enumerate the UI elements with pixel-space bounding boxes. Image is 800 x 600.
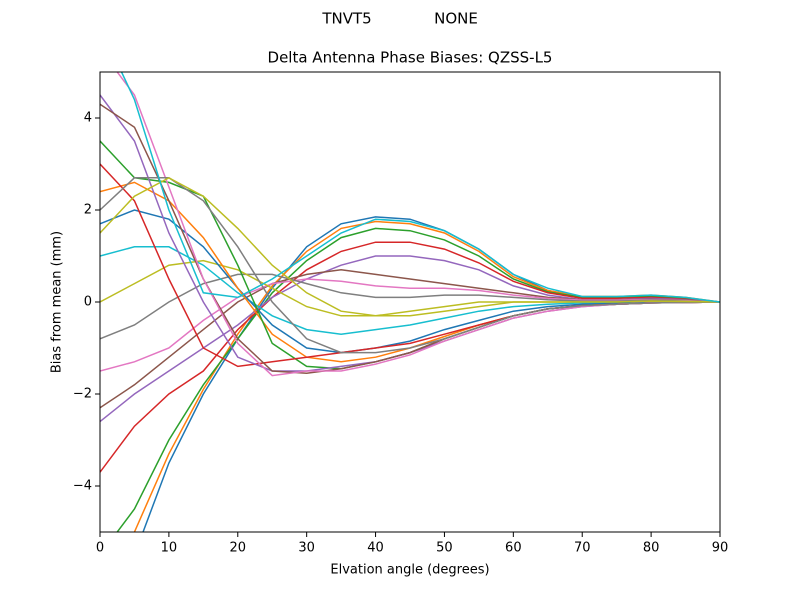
x-tick-label: 40 (367, 541, 384, 556)
x-tick-label: 90 (712, 541, 729, 556)
x-tick-label: 60 (505, 541, 522, 556)
y-tick-label: −4 (73, 479, 92, 494)
y-tick-label: 2 (84, 203, 92, 218)
x-tick-label: 20 (230, 541, 247, 556)
y-axis-label: Bias from mean (mm) (50, 231, 65, 373)
y-tick-label: 4 (84, 111, 92, 126)
series-line (100, 241, 720, 473)
x-tick-label: 0 (96, 541, 104, 556)
y-tick-label: 0 (84, 295, 92, 310)
series-line (100, 209, 720, 354)
x-axis-label: Elvation angle (degrees) (330, 563, 489, 578)
chart-title: Delta Antenna Phase Biases: QZSS-L5 (268, 49, 553, 67)
y-tick-label: −2 (73, 387, 92, 402)
x-tick-label: 30 (298, 541, 315, 556)
suptitle-left: TNVT5 (321, 10, 371, 28)
x-tick-label: 70 (574, 541, 591, 556)
series-line (100, 278, 720, 372)
series-line (100, 273, 720, 340)
series-line (120, 72, 720, 303)
x-tick-label: 50 (436, 541, 453, 556)
x-tick-label: 80 (643, 541, 660, 556)
series-line (116, 227, 720, 532)
suptitle-right: NONE (434, 10, 478, 28)
x-tick-label: 10 (161, 541, 178, 556)
plot-lines (100, 72, 720, 532)
series-line (100, 177, 720, 354)
series-line (100, 176, 720, 317)
